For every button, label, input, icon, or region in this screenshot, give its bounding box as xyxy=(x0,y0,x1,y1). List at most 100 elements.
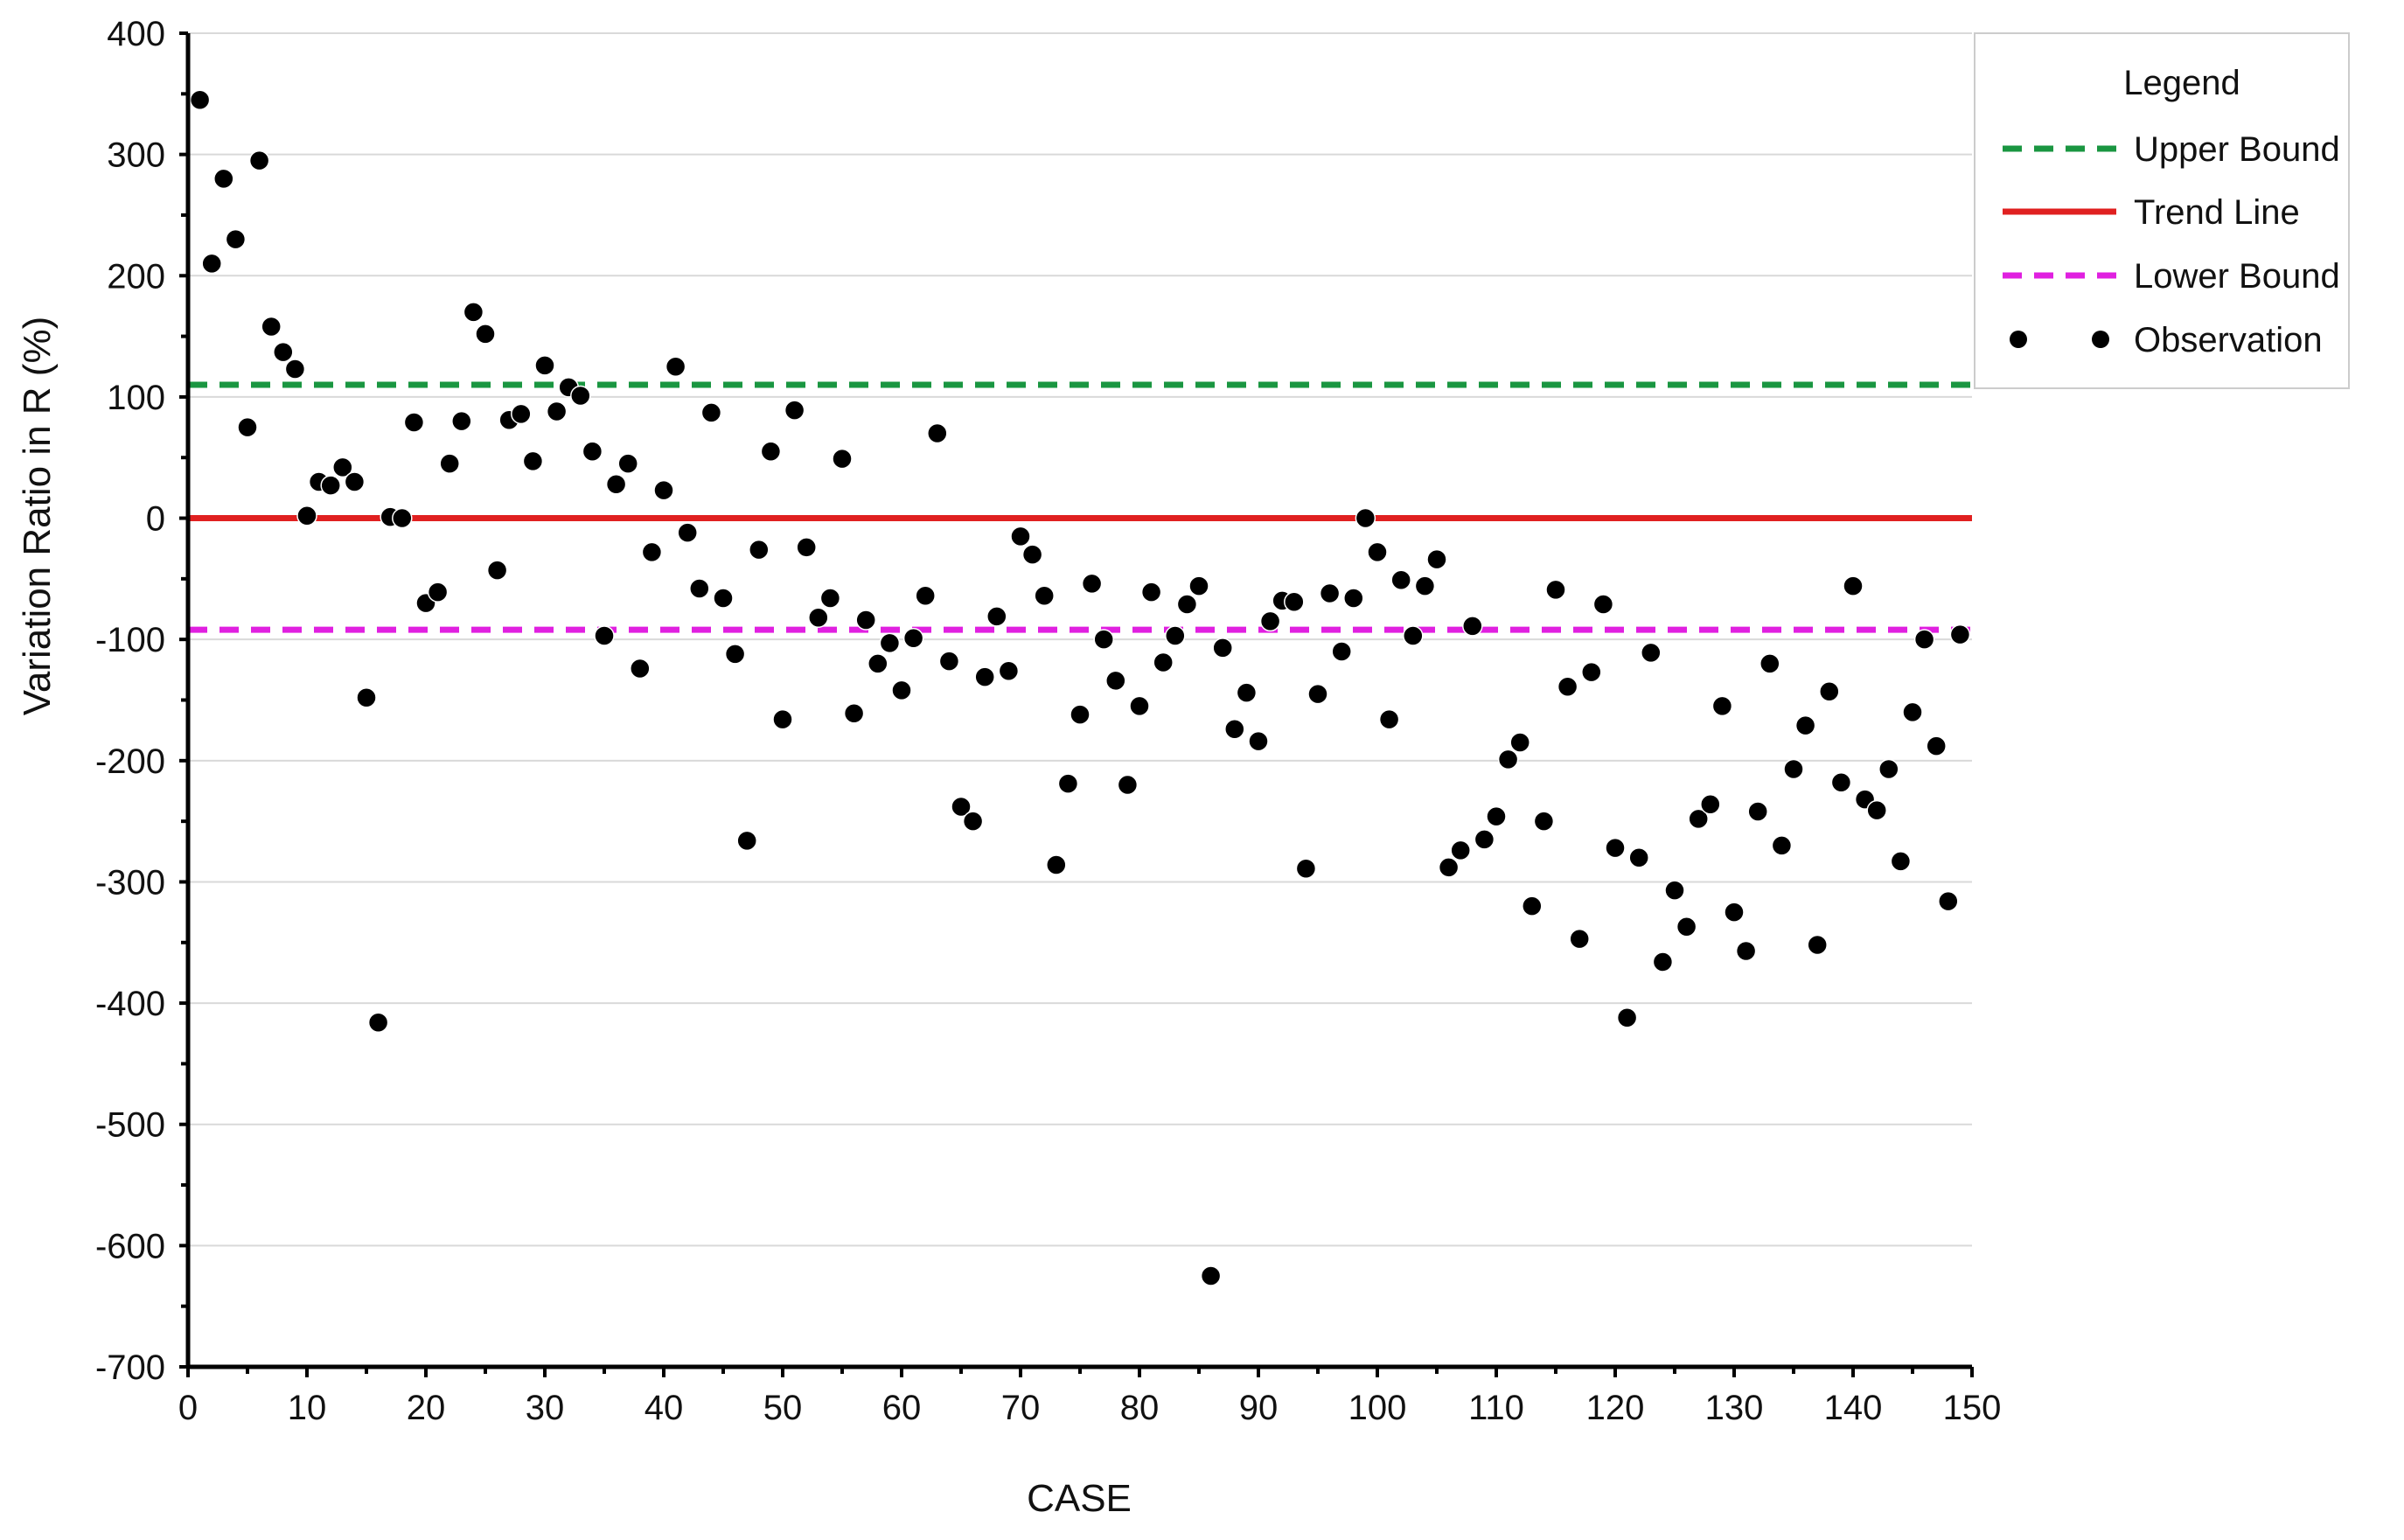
observation-point xyxy=(1081,573,1103,595)
observation-point xyxy=(1414,575,1436,596)
observation-point xyxy=(1462,616,1483,637)
x-tick-label: 100 xyxy=(1348,1389,1407,1427)
observation-point xyxy=(1224,719,1245,740)
observation-point xyxy=(1426,548,1447,570)
observation-point xyxy=(1938,890,1959,912)
observation-points-layer xyxy=(189,89,1971,1286)
y-tick-label: 300 xyxy=(107,136,165,175)
x-tick-label: 80 xyxy=(1120,1389,1160,1427)
observation-point xyxy=(891,679,912,701)
observation-point xyxy=(617,453,638,474)
observation-point xyxy=(1533,811,1555,832)
observation-point xyxy=(1378,708,1400,730)
y-tick-label: 0 xyxy=(146,500,165,539)
observation-point xyxy=(1794,714,1816,736)
observation-point xyxy=(1331,641,1352,662)
observation-point xyxy=(1569,928,1590,950)
observation-point xyxy=(772,708,793,730)
x-tick-label: 0 xyxy=(178,1389,198,1427)
observation-point xyxy=(344,471,366,492)
observation-point xyxy=(403,412,425,433)
observation-point xyxy=(1628,847,1649,868)
observation-point xyxy=(201,253,222,275)
observation-point xyxy=(1057,773,1079,794)
observation-point xyxy=(1105,670,1126,692)
observation-point xyxy=(1866,799,1887,821)
observation-point xyxy=(1890,851,1912,872)
observation-point xyxy=(1486,805,1507,827)
observation-point xyxy=(1605,837,1626,859)
y-tick-label: -700 xyxy=(95,1348,165,1387)
observation-point xyxy=(1129,695,1150,717)
observation-point xyxy=(1902,701,1923,723)
y-tick-label: -100 xyxy=(95,621,165,659)
observation-point xyxy=(1046,854,1067,875)
x-axis-title: CASE xyxy=(1027,1477,1132,1520)
observation-point xyxy=(1926,735,1947,756)
y-tick-label: -300 xyxy=(95,863,165,902)
observation-point xyxy=(522,450,544,472)
observation-point xyxy=(1438,857,1460,878)
y-tick-label: -400 xyxy=(95,985,165,1023)
observation-point xyxy=(1641,642,1662,664)
x-tick-label: 30 xyxy=(526,1389,565,1427)
legend-label-trend-line: Trend Line xyxy=(2134,193,2300,232)
observation-point xyxy=(189,89,211,110)
y-tick-label: 100 xyxy=(107,379,165,417)
observation-point xyxy=(736,830,757,852)
observation-point xyxy=(451,410,472,432)
observation-point xyxy=(1545,579,1566,601)
observation-point xyxy=(594,625,615,646)
observation-point xyxy=(534,355,555,376)
observation-point xyxy=(808,607,829,628)
observation-point xyxy=(1830,772,1852,793)
observation-point xyxy=(261,316,282,338)
observation-point xyxy=(713,588,734,609)
observation-point xyxy=(1070,704,1091,725)
observation-point xyxy=(1367,541,1388,563)
observation-point xyxy=(356,686,377,708)
observation-point xyxy=(1724,902,1745,923)
observation-point xyxy=(392,507,413,529)
observation-point xyxy=(819,588,841,609)
observation-point xyxy=(1343,588,1364,609)
observation-point xyxy=(1403,625,1424,646)
observation-point xyxy=(784,400,805,421)
observation-point xyxy=(1509,732,1530,753)
observation-point xyxy=(1034,585,1055,607)
observation-point xyxy=(248,150,270,171)
observation-point xyxy=(1819,681,1840,702)
legend-marker-observation-right xyxy=(2092,331,2109,348)
observation-point xyxy=(320,475,341,496)
observation-point xyxy=(237,416,258,438)
axes-layer: 4003002001000-100-200-300-400-500-600-70… xyxy=(95,15,2001,1427)
observation-point xyxy=(1153,652,1174,673)
observation-point xyxy=(665,356,686,377)
observation-point xyxy=(902,628,924,649)
observation-point xyxy=(1010,526,1031,547)
legend-title: Legend xyxy=(2123,64,2240,102)
observation-point xyxy=(1949,624,1971,645)
observation-point xyxy=(677,522,698,543)
observation-point xyxy=(1700,793,1721,815)
observation-point xyxy=(938,651,960,672)
observation-point xyxy=(855,610,876,631)
observation-point xyxy=(1236,682,1258,703)
x-tick-label: 140 xyxy=(1824,1389,1883,1427)
x-tick-label: 130 xyxy=(1705,1389,1764,1427)
observation-point xyxy=(1676,916,1697,937)
observation-point xyxy=(630,658,651,679)
observation-point xyxy=(225,228,247,250)
observation-point xyxy=(486,560,508,581)
x-tick-label: 60 xyxy=(882,1389,922,1427)
observation-point xyxy=(213,168,234,190)
observation-point xyxy=(700,402,722,423)
y-tick-label: -200 xyxy=(95,742,165,781)
observation-point xyxy=(1021,544,1043,565)
observation-point xyxy=(986,606,1007,627)
observation-point xyxy=(1592,594,1614,615)
observation-point xyxy=(1176,594,1198,615)
observation-point xyxy=(605,473,627,495)
